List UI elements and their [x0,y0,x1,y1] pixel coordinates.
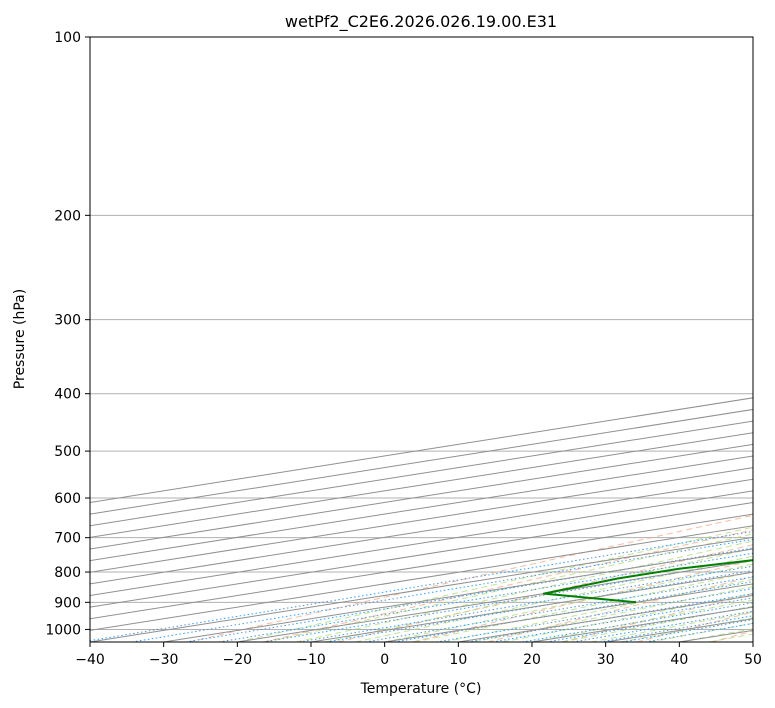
dry-adiabat [338,544,753,642]
y-axis-title: Pressure (hPa) [12,289,28,389]
x-tick-label: 50 [744,652,762,668]
moist-adiabat [414,571,753,642]
isotherm-line [90,536,753,642]
isotherm-line [90,443,753,550]
x-tick-label: −20 [223,652,253,668]
isotherm-line [752,641,753,642]
moist-adiabat [502,592,753,642]
y-tick-label: 700 [54,531,81,547]
mixing-ratio-line [492,597,753,642]
y-tick-label: 500 [54,444,81,460]
isotherm-line [237,560,753,642]
y-tick-label: 1000 [45,622,81,638]
mixing-ratio-line [218,552,753,642]
dry-adiabat [263,529,753,642]
y-tick-label: 900 [54,595,81,611]
x-tick-label: 20 [523,652,541,668]
dry-adiabat [711,630,753,642]
isotherm-line [90,478,753,585]
moist-adiabat [237,526,753,642]
mixing-ratio-line [131,538,753,642]
plot-frame [89,36,754,643]
x-tick-label: 40 [670,652,688,668]
y-tick-label: 100 [54,30,81,46]
isotherm-line [90,455,753,562]
y-tick-label: 300 [54,313,81,329]
isotherm-line [90,513,753,620]
isotherm-line [90,490,753,596]
y-tick-label: 200 [54,208,81,224]
y-tick-label: 800 [54,565,81,581]
mixing-ratio-line [522,602,753,642]
moist-adiabat [649,622,753,642]
chart-title: wetPf2_C2E6.2026.026.19.00.E31 [285,12,557,32]
mixing-ratio-line [90,530,753,642]
isotherm-line [90,525,753,631]
mixing-ratio-line [299,565,753,642]
x-axis-title: Temperature (°C) [360,681,482,697]
isotherm-line [90,467,753,573]
dry-adiabat [188,514,753,642]
moist-adiabat [296,540,753,642]
x-tick-label: 10 [449,652,467,668]
dry-adiabat [487,576,753,642]
y-tick-label: 600 [54,491,81,507]
moist-adiabat [561,605,753,642]
isotherm-line [310,571,753,642]
isotherm-line [90,501,753,608]
moist-adiabat [384,563,753,642]
isotherm-line [679,629,753,642]
x-tick-label: −30 [149,652,179,668]
mixing-ratio-line [436,588,753,642]
moist-adiabat [679,628,753,642]
y-tick-label: 400 [54,387,81,403]
x-tick-label: 30 [597,652,615,668]
x-tick-label: 0 [380,652,389,668]
x-tick-label: −10 [296,652,326,668]
isotherm-line [458,594,753,642]
mixing-ratio-line [645,622,753,642]
dry-adiabat [562,593,753,642]
isotherm-line [163,548,753,642]
x-tick-label: −40 [75,652,105,668]
moist-adiabat [473,586,753,642]
moist-adiabat [266,533,753,642]
moist-adiabat [355,555,753,642]
mixing-ratio-line [546,606,753,642]
